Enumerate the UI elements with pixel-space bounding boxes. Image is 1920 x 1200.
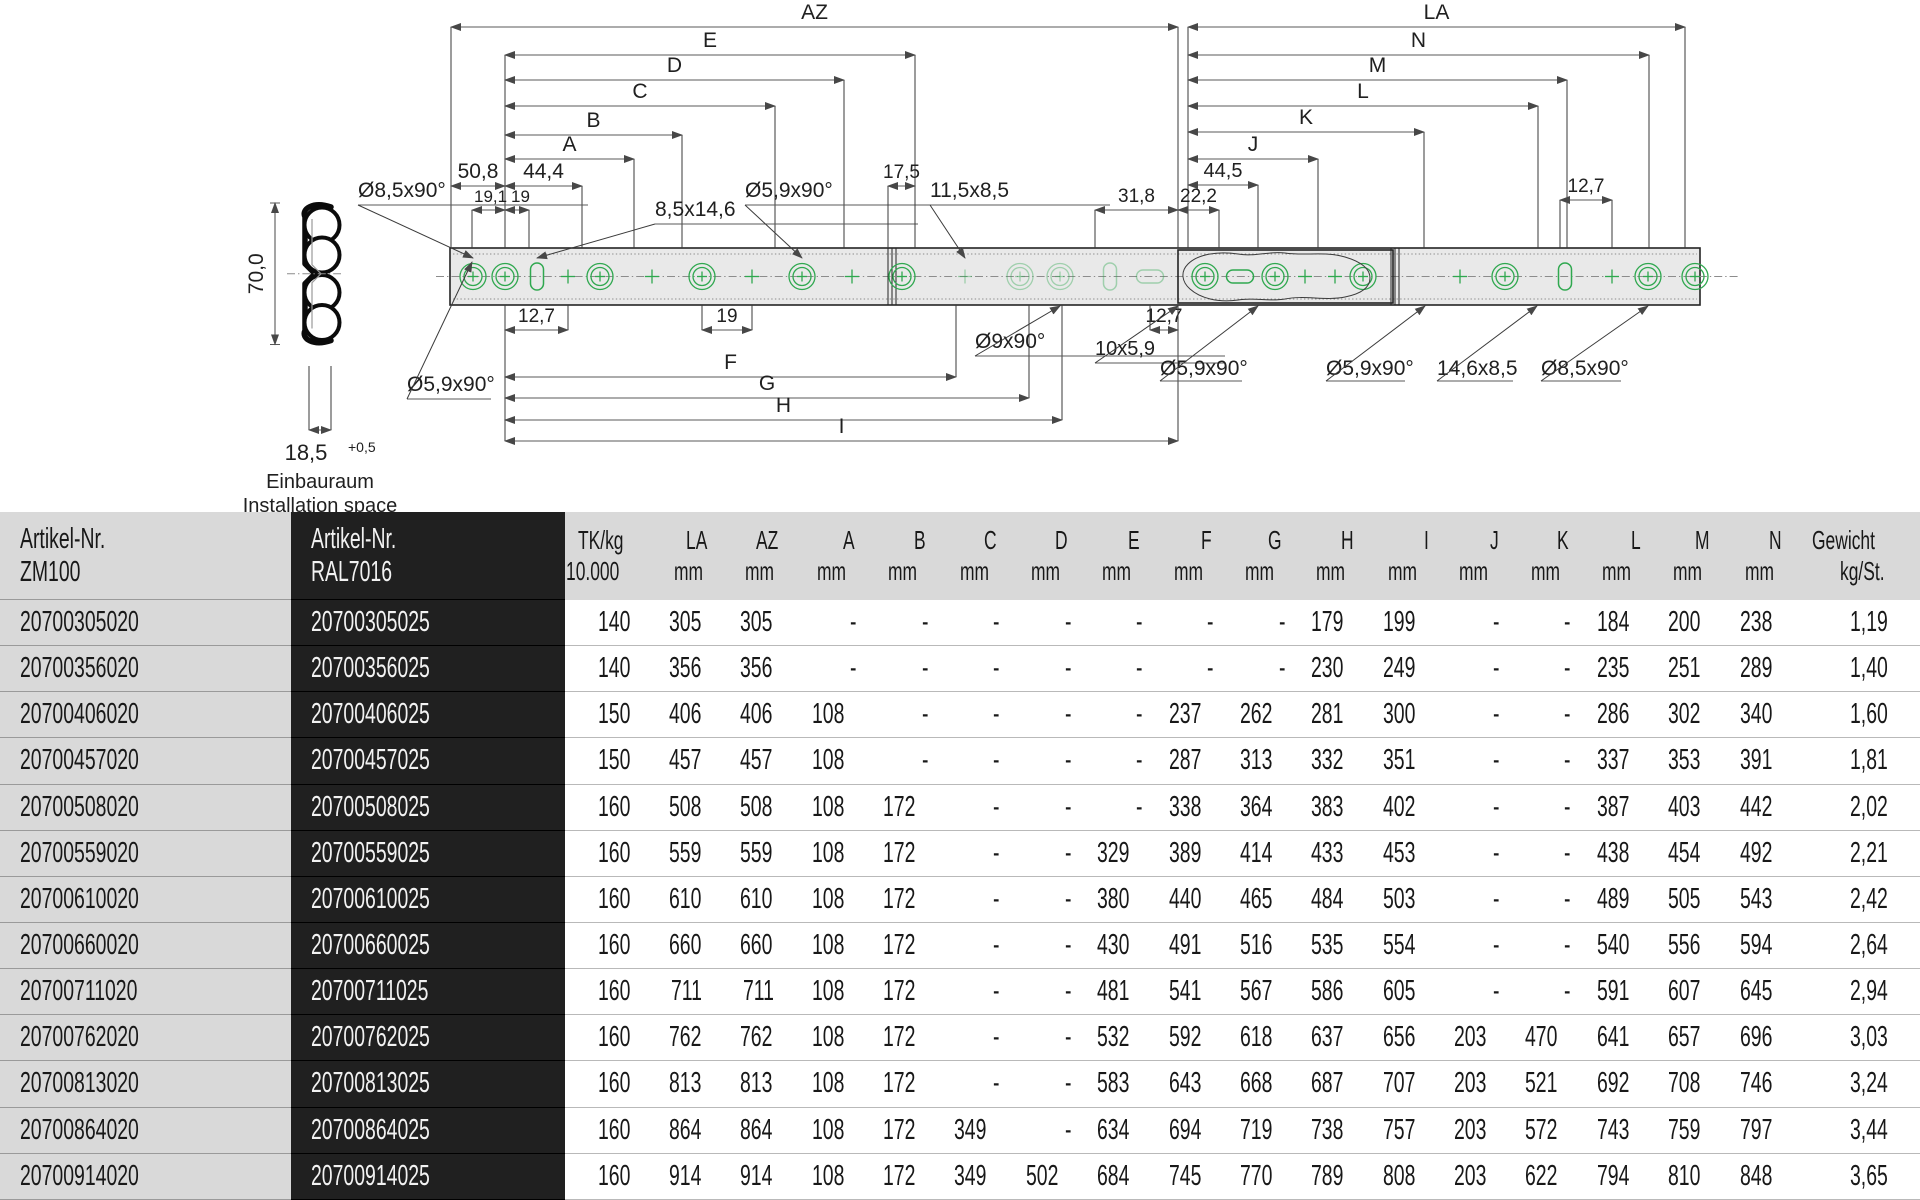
svg-text:22,2: 22,2	[1180, 186, 1217, 207]
svg-text:11,5x8,5: 11,5x8,5	[930, 179, 1009, 202]
svg-text:F: F	[724, 351, 737, 374]
svg-text:8,5x14,6: 8,5x14,6	[655, 198, 736, 221]
svg-text:LA: LA	[1424, 1, 1450, 24]
svg-text:B: B	[586, 109, 600, 132]
svg-text:+0,5: +0,5	[348, 439, 376, 455]
svg-text:A: A	[562, 133, 576, 156]
svg-text:44,5: 44,5	[1204, 160, 1243, 182]
svg-text:AZ: AZ	[801, 1, 828, 24]
svg-text:G: G	[759, 372, 775, 395]
svg-text:Ø5,9x90°: Ø5,9x90°	[1326, 357, 1414, 380]
svg-text:70,0: 70,0	[245, 253, 268, 294]
svg-text:L: L	[1357, 80, 1369, 103]
svg-text:K: K	[1299, 106, 1313, 129]
svg-text:H: H	[776, 394, 791, 417]
svg-text:12,7: 12,7	[518, 306, 555, 327]
svg-text:N: N	[1411, 29, 1426, 52]
svg-text:Ø5,9x90°: Ø5,9x90°	[407, 373, 495, 396]
svg-text:44,4: 44,4	[523, 160, 564, 183]
svg-text:14,6x8,5: 14,6x8,5	[1437, 357, 1518, 380]
svg-text:Einbauraum: Einbauraum	[266, 471, 374, 493]
svg-text:Ø5,9x90°: Ø5,9x90°	[1160, 357, 1248, 380]
svg-text:18,5: 18,5	[285, 440, 328, 465]
svg-text:M: M	[1369, 54, 1387, 77]
svg-text:12,7: 12,7	[1568, 176, 1605, 197]
svg-text:D: D	[667, 54, 682, 77]
svg-text:17,5: 17,5	[883, 162, 920, 183]
svg-text:E: E	[703, 29, 717, 52]
svg-text:19: 19	[511, 187, 530, 206]
svg-text:I: I	[839, 415, 845, 438]
svg-text:50,8: 50,8	[458, 160, 499, 183]
svg-text:C: C	[632, 80, 647, 103]
svg-text:19: 19	[716, 306, 737, 327]
svg-text:19,1: 19,1	[474, 187, 507, 206]
svg-text:Ø8,5x90°: Ø8,5x90°	[1541, 357, 1629, 380]
svg-text:Ø5,9x90°: Ø5,9x90°	[745, 179, 833, 202]
svg-text:31,8: 31,8	[1118, 186, 1155, 207]
svg-text:J: J	[1248, 133, 1259, 156]
svg-text:12,7: 12,7	[1146, 306, 1183, 327]
svg-text:Ø8,5x90°: Ø8,5x90°	[358, 179, 446, 202]
